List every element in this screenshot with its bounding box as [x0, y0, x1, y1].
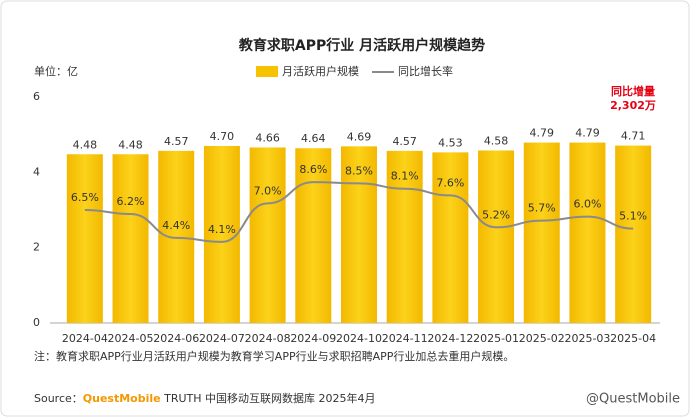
- bar: [203, 145, 240, 323]
- chart-title: 教育求职APP行业 月活跃用户规模趋势: [239, 37, 485, 54]
- line-value-label: 8.6%: [299, 163, 327, 176]
- y-tick-label: 0: [33, 316, 40, 329]
- x-tick-label: 2024-05: [108, 332, 154, 345]
- line-value-label: 8.5%: [345, 164, 373, 177]
- x-tick-label: 2024-06: [153, 332, 199, 345]
- x-tick-label: 2025-02: [519, 332, 565, 345]
- x-tick-label: 2024-04: [62, 332, 108, 345]
- line-value-label: 7.6%: [436, 176, 464, 189]
- x-tick-label: 2024-12: [427, 332, 473, 345]
- bar-value-label: 4.48: [118, 138, 143, 151]
- line-value-label: 6.5%: [71, 191, 99, 204]
- annotation: 2,302万: [610, 99, 656, 112]
- line-value-label: 5.1%: [619, 210, 647, 223]
- line-value-label: 4.1%: [208, 223, 236, 236]
- source-part: TRUTH 中国移动互联网数据库 2025年4月: [161, 391, 376, 405]
- line-value-label: 6.0%: [573, 198, 601, 211]
- x-tick-label: 2024-08: [245, 332, 291, 345]
- line-value-label: 5.7%: [528, 202, 556, 215]
- bar-value-label: 4.79: [530, 127, 555, 140]
- line-value-label: 4.4%: [162, 219, 190, 232]
- source: Source：QuestMobile TRUTH 中国移动互联网数据库 2025…: [34, 391, 376, 405]
- x-tick-label: 2025-01: [473, 332, 519, 345]
- legend-label: 同比增长率: [398, 64, 453, 78]
- bar-value-label: 4.79: [575, 127, 600, 140]
- y-tick-label: 6: [33, 90, 40, 103]
- bar-value-label: 4.58: [484, 134, 509, 147]
- bar: [112, 154, 149, 323]
- x-tick-label: 2024-11: [382, 332, 428, 345]
- x-tick-label: 2025-03: [564, 332, 610, 345]
- bar-value-label: 4.57: [392, 135, 417, 148]
- source-brand: QuestMobile: [83, 392, 161, 405]
- unit-label: 单位：亿: [34, 64, 78, 78]
- line-value-label: 6.2%: [117, 195, 145, 208]
- bar: [523, 142, 560, 323]
- bar-value-label: 4.64: [301, 132, 326, 145]
- line-value-label: 7.0%: [254, 184, 282, 197]
- source-part: Source：: [34, 392, 83, 405]
- bar-value-label: 4.53: [438, 136, 463, 149]
- bar-value-label: 4.70: [210, 130, 235, 143]
- bar: [386, 150, 423, 323]
- bar: [295, 148, 332, 323]
- bar-value-label: 4.48: [73, 138, 98, 151]
- x-tick-label: 2024-09: [290, 332, 336, 345]
- line-value-label: 8.1%: [391, 170, 419, 183]
- line: [84, 181, 634, 243]
- bar: [569, 142, 606, 323]
- watermark: @QuestMobile: [586, 392, 680, 407]
- bar-value-label: 4.71: [621, 130, 646, 143]
- x-tick-label: 2024-07: [199, 332, 245, 345]
- y-tick-label: 2: [33, 241, 40, 254]
- annotation: 同比增量: [611, 84, 655, 98]
- bar: [615, 145, 652, 323]
- bar-value-label: 4.69: [347, 130, 372, 143]
- bar: [66, 154, 103, 323]
- bar: [341, 146, 377, 323]
- bar: [432, 152, 469, 323]
- bar: [249, 147, 286, 323]
- bar-value-label: 4.66: [255, 131, 280, 144]
- x-tick-label: 2025-04: [610, 332, 656, 345]
- legend-swatch: [256, 66, 278, 77]
- note: 注：教育求职APP行业月活跃用户规模为教育学习APP行业与求职招聘APP行业加总…: [34, 349, 514, 363]
- x-tick-label: 2024-10: [336, 332, 382, 345]
- legend-label: 月活跃用户规模: [282, 64, 359, 78]
- y-tick-label: 4: [33, 165, 40, 178]
- bar: [478, 150, 515, 323]
- bar-value-label: 4.57: [164, 135, 189, 148]
- line-value-label: 5.2%: [482, 208, 510, 221]
